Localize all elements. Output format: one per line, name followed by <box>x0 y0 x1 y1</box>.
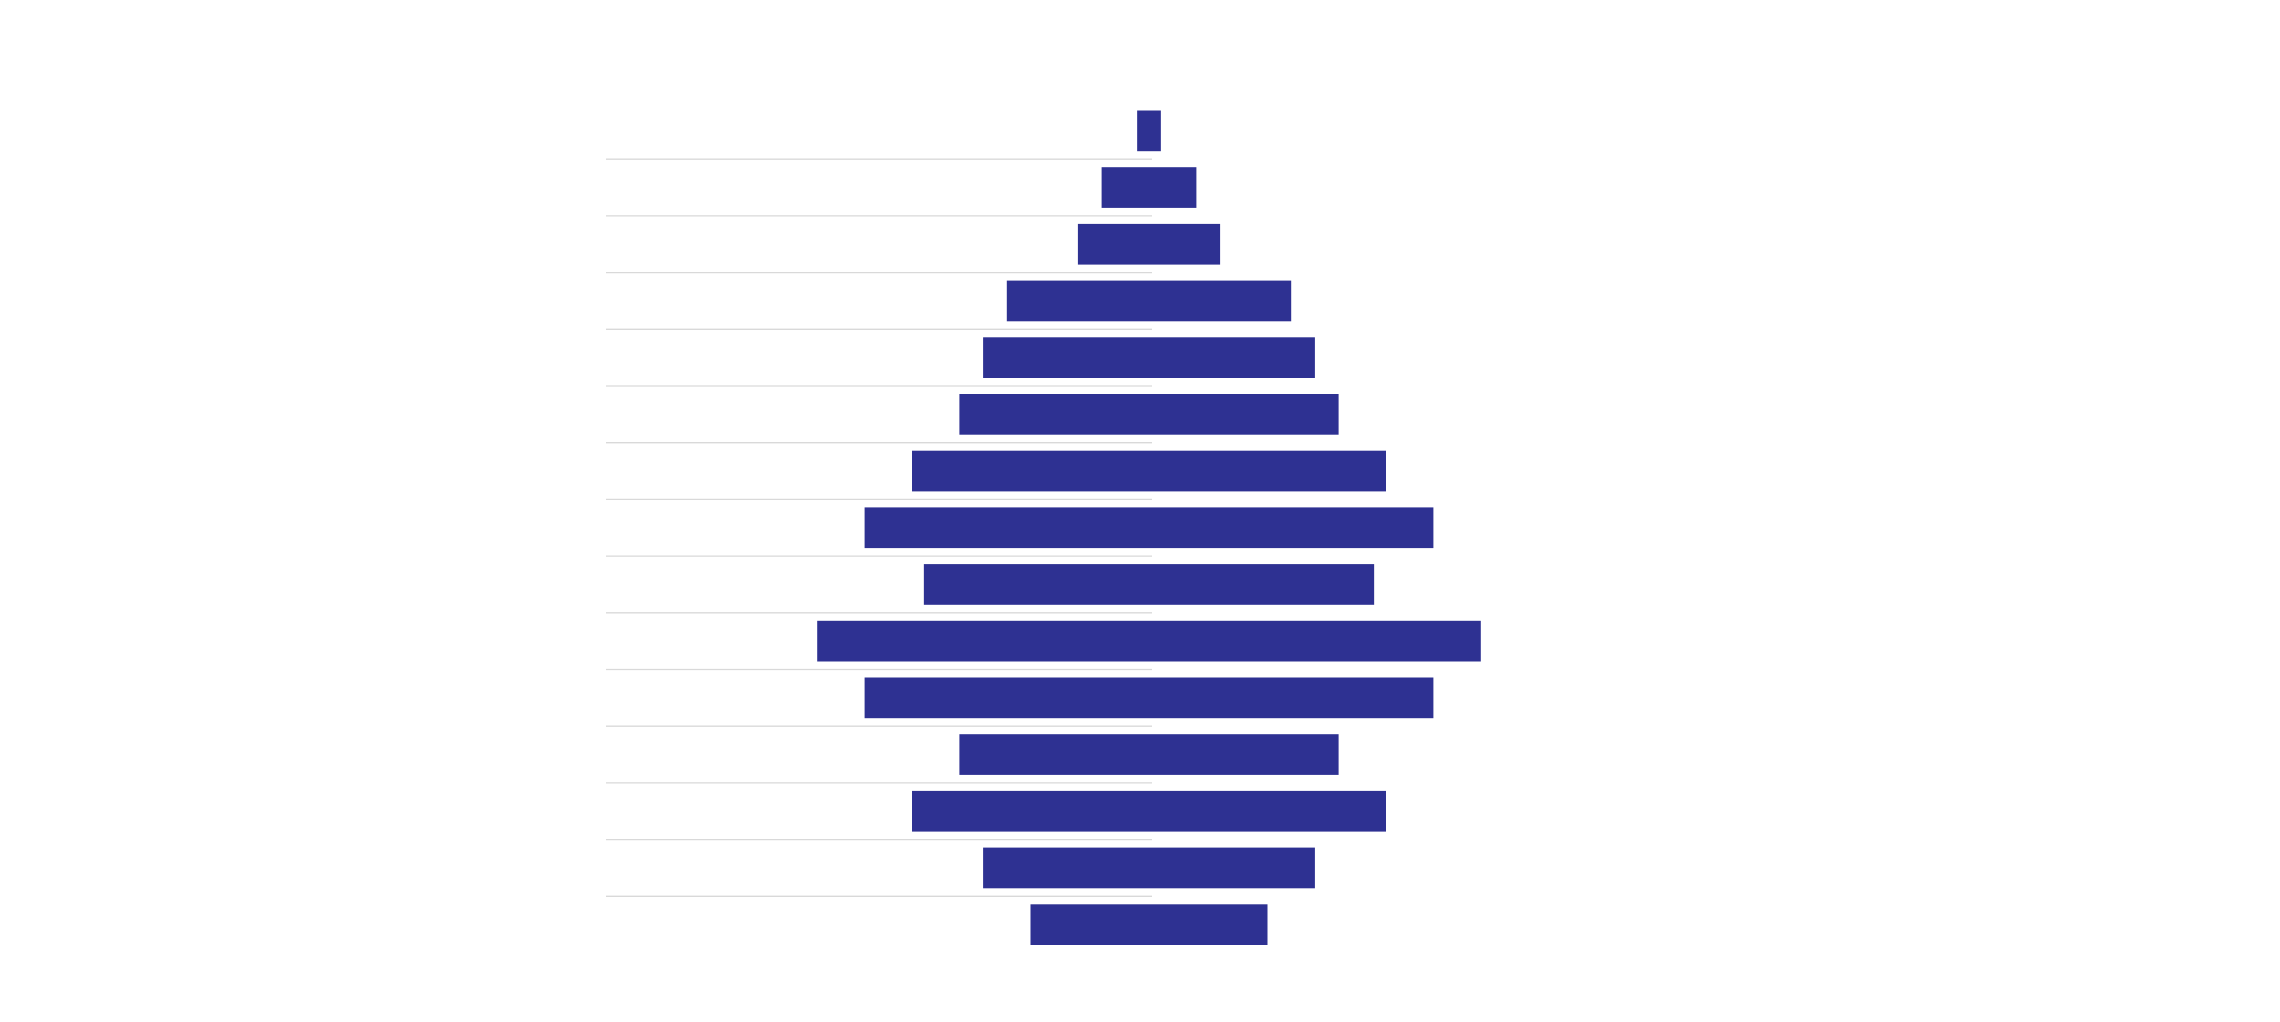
funnel-bar <box>1137 110 1161 152</box>
funnel-bar <box>864 677 1434 719</box>
funnel-bar <box>923 564 1375 605</box>
funnel-bar <box>1077 223 1221 265</box>
funnel-bar <box>1006 280 1292 322</box>
funnel-bar <box>983 847 1315 889</box>
funnel-bar <box>1101 167 1197 208</box>
funnel-bar <box>959 734 1339 775</box>
funnel-bar <box>1030 904 1268 945</box>
funnel-bar <box>959 394 1339 435</box>
funnel-bar <box>864 507 1434 549</box>
funnel-bar <box>817 620 1481 662</box>
funnel-bar <box>912 450 1386 492</box>
funnel-bar <box>983 337 1315 378</box>
funnel-bar <box>912 790 1386 832</box>
